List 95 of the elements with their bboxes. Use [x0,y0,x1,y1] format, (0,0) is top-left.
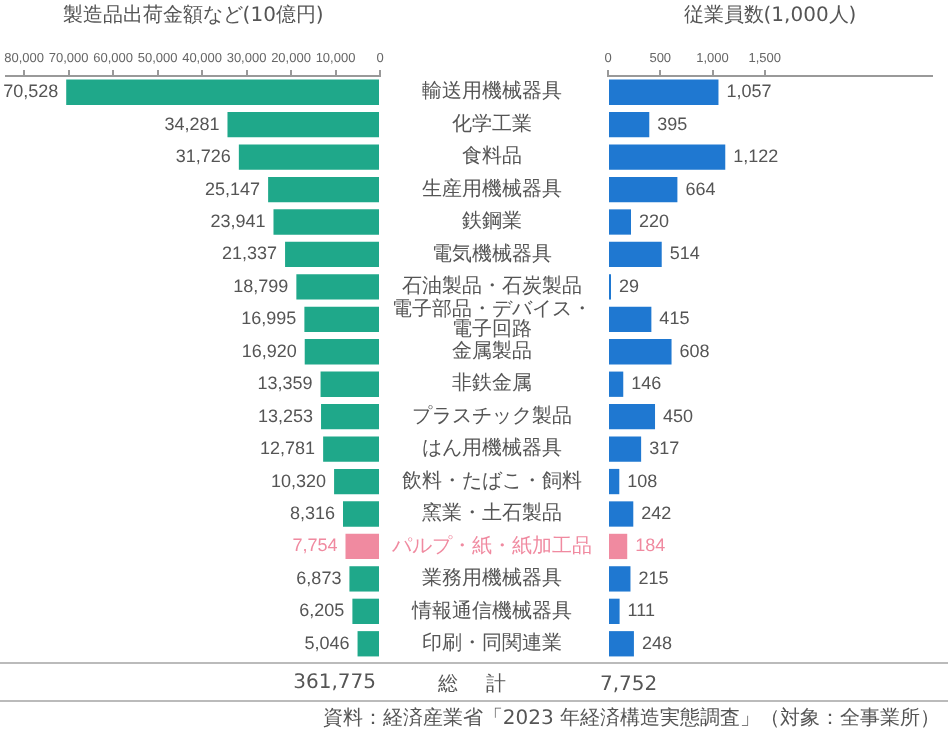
y-tick-label: プラスチック製品 [412,403,572,428]
data-label: 6,205 [299,600,345,621]
y-tick-label: 金属製品 [452,338,532,363]
bar [320,371,379,397]
bar [349,566,379,592]
data-label: 1,122 [733,146,779,167]
data-label: 608 [679,340,710,361]
y-tick-label: パルプ・紙・紙加工品 [390,533,592,558]
bar [609,112,650,138]
y-tick-label: 鉄鋼業 [462,209,522,234]
data-label: 29 [619,275,640,296]
y-tick-label: 輸送用機械器具 [422,79,562,104]
y-tick-label: 電気機械器具 [432,241,552,266]
bar [609,339,672,365]
bar [609,241,662,268]
data-label: 10,320 [271,470,327,491]
data-label: 242 [641,502,672,523]
bar [66,79,379,105]
bar [227,112,379,138]
x-axis-title: 従業員数(1,000人) [683,3,857,28]
text: 361,775 [293,671,376,693]
y-tick-label: はん用機械器具 [422,436,562,461]
data-label: 25,147 [205,178,261,199]
y-tick-label: 飲料・たばこ・飼料 [402,468,582,493]
bar [296,274,379,300]
data-label: 34,281 [164,113,220,134]
y-tick-label: 電子部品・デバイス・電子回路 [392,296,592,341]
text: 7,752 [600,674,658,696]
bar [609,598,620,624]
data-label: 13,359 [257,373,313,394]
data-label: 215 [638,567,669,588]
bar [285,241,379,268]
data-label: 514 [669,243,700,264]
bar [609,176,678,203]
bar [345,533,379,560]
data-label: 395 [657,113,688,134]
bar [273,209,379,235]
data-label: 6,873 [296,567,342,588]
data-label: 18,799 [233,275,289,296]
data-label: 16,995 [241,308,297,329]
bar [609,79,719,105]
y-tick-label: 情報通信機械器具 [410,598,572,623]
data-label: 31,726 [175,146,231,167]
data-label: 450 [663,405,694,426]
data-label: 248 [641,632,672,653]
bar [343,501,379,527]
data-label: 220 [638,210,670,231]
bar [304,339,379,365]
data-label: 12,781 [260,438,316,459]
text: 資料：経済産業省「2023 年経済構造実態調査」（対象：全事業所） [322,705,940,732]
bar [323,436,379,462]
y-tick-label: 業務用機械器具 [422,566,562,591]
data-label: 23,941 [210,210,266,231]
bar [334,468,379,495]
y-tick-label: 印刷・同関連業 [422,630,562,655]
bar [609,566,631,592]
bar [609,468,620,495]
y-tick-label: 生産用機械器具 [422,176,562,201]
data-label: 13,253 [257,405,314,426]
bar [609,404,656,430]
bar [609,631,634,657]
data-label: 21,337 [222,243,278,264]
bar [321,404,379,430]
data-label: 8,316 [289,502,335,523]
bar [352,598,379,624]
data-label: 5,046 [304,632,350,653]
bar [238,144,379,170]
bar [609,436,642,462]
data-label: 415 [659,308,690,329]
bar [609,501,634,527]
data-label: 184 [635,535,666,556]
y-tick-label: 石油製品・石炭製品 [402,274,582,299]
data-label: 111 [627,600,655,621]
bar [609,209,631,235]
bar [357,631,379,657]
data-label: 16,920 [241,340,297,361]
data-label: 146 [631,373,662,394]
bar [304,306,379,332]
bar [268,176,379,203]
y-tick-label: 化学工業 [452,111,532,136]
y-tick-label: 非鉄金属 [452,371,532,396]
data-label: 664 [685,178,716,199]
data-label: 108 [627,470,658,491]
bar [609,371,624,397]
data-label: 70,528 [3,81,59,102]
bar [609,144,726,170]
data-label: 1,057 [726,81,772,102]
bar [609,533,628,560]
y-tick-label: 窯業・土石製品 [422,501,562,526]
x-axis-title: 製造品出荷金額など(10億円) [62,3,324,28]
text: 総計 [438,674,534,696]
data-label: 317 [649,438,680,459]
y-tick-label: 食料品 [462,144,522,169]
data-label: 7,754 [292,535,338,556]
bar [609,306,652,332]
